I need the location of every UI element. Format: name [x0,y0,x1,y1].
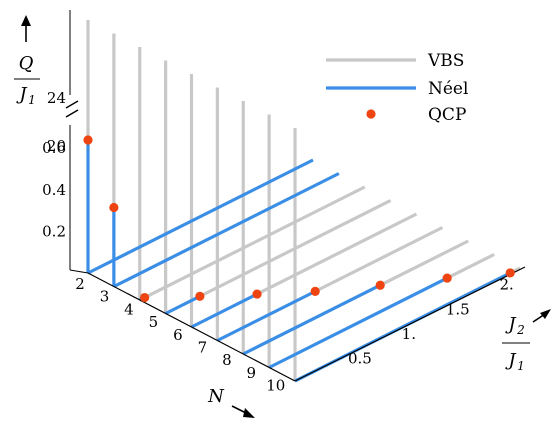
j2-axis-label-numerator: J [504,314,517,335]
n-tick-label: 10 [266,377,285,395]
n-axis-line [87,272,296,382]
legend-label: Néel [428,79,468,99]
n-axis-label: N [207,386,225,407]
neel-horizontal-line [87,158,314,275]
n-tick-label: 6 [173,326,183,344]
j2-axis-label-sub: 1 [517,359,525,373]
n-tick-label: 8 [222,351,232,369]
j2-axis-label-sub: 2 [516,323,525,337]
neel-horizontal-line [242,283,381,356]
vbs-lines [86,20,521,381]
qcp-point [109,202,119,213]
n-tick-label: 2 [75,275,85,293]
neel-horizontal-line [268,276,448,369]
vbs-horizontal-line [143,185,366,299]
neel-horizontal-line [164,294,201,315]
qcp-point [375,280,385,290]
j2-axis-line [294,266,526,382]
neel-horizontal-line [190,292,258,329]
q-axis-label-denominator: J [15,84,28,105]
n-arrow-head [243,408,255,418]
vbs-horizontal-line [314,226,444,293]
legend-label: VBS [427,51,464,71]
q-arrow-head [21,15,31,26]
q-axis-label-sub: 1 [28,93,36,107]
q-axis-label-numerator: Q [19,53,34,74]
q-axis-break-mark [65,109,79,118]
legend-marker-qcp [366,109,376,119]
j2-tick-label: 1. [402,325,416,343]
n-tick-label: 4 [124,300,134,318]
axes [65,10,526,382]
q-axis-foot [69,269,89,274]
j2-arrow-head [540,309,551,319]
q-axis-break-mark [65,100,79,109]
legend-label: QCP [428,105,466,125]
neel-horizontal-line [113,172,340,288]
q-tick-label: 0.4 [42,181,66,199]
qcp-point [442,273,452,283]
q-tick-label: 20 [47,137,66,155]
neel-horizontal-line [216,289,316,342]
j2-axis-label-denominator: J [504,350,517,371]
n-tick-label: 9 [247,364,257,382]
vbs-horizontal-line [446,253,495,280]
qcp-point [195,291,205,301]
q-tick-label: 0.6 [42,139,66,157]
n-tick-label: 5 [149,313,159,331]
vbs-horizontal-line [379,239,469,287]
qcp-point [83,135,93,145]
qcp-point [505,268,515,278]
j2-tick-label: 1.5 [446,300,470,318]
vbs-horizontal-line [256,212,418,296]
q-tick-label: 24 [47,89,66,107]
j2-tick-label: 0.5 [348,349,372,367]
neel-lines [86,140,511,383]
legend: VBS Néel QCP [326,51,468,125]
q-tick-label: 0.2 [42,222,66,240]
axis-labels: QJ 1NJ 2J 1 [14,15,551,418]
n-tick-label: 3 [100,288,110,306]
j2-tick-label: 2. [499,276,513,294]
qcp-point [140,292,150,303]
qcp-point [310,286,320,296]
qcp-point [252,289,262,299]
qcp-points [83,135,515,303]
n-tick-label: 7 [198,339,208,357]
